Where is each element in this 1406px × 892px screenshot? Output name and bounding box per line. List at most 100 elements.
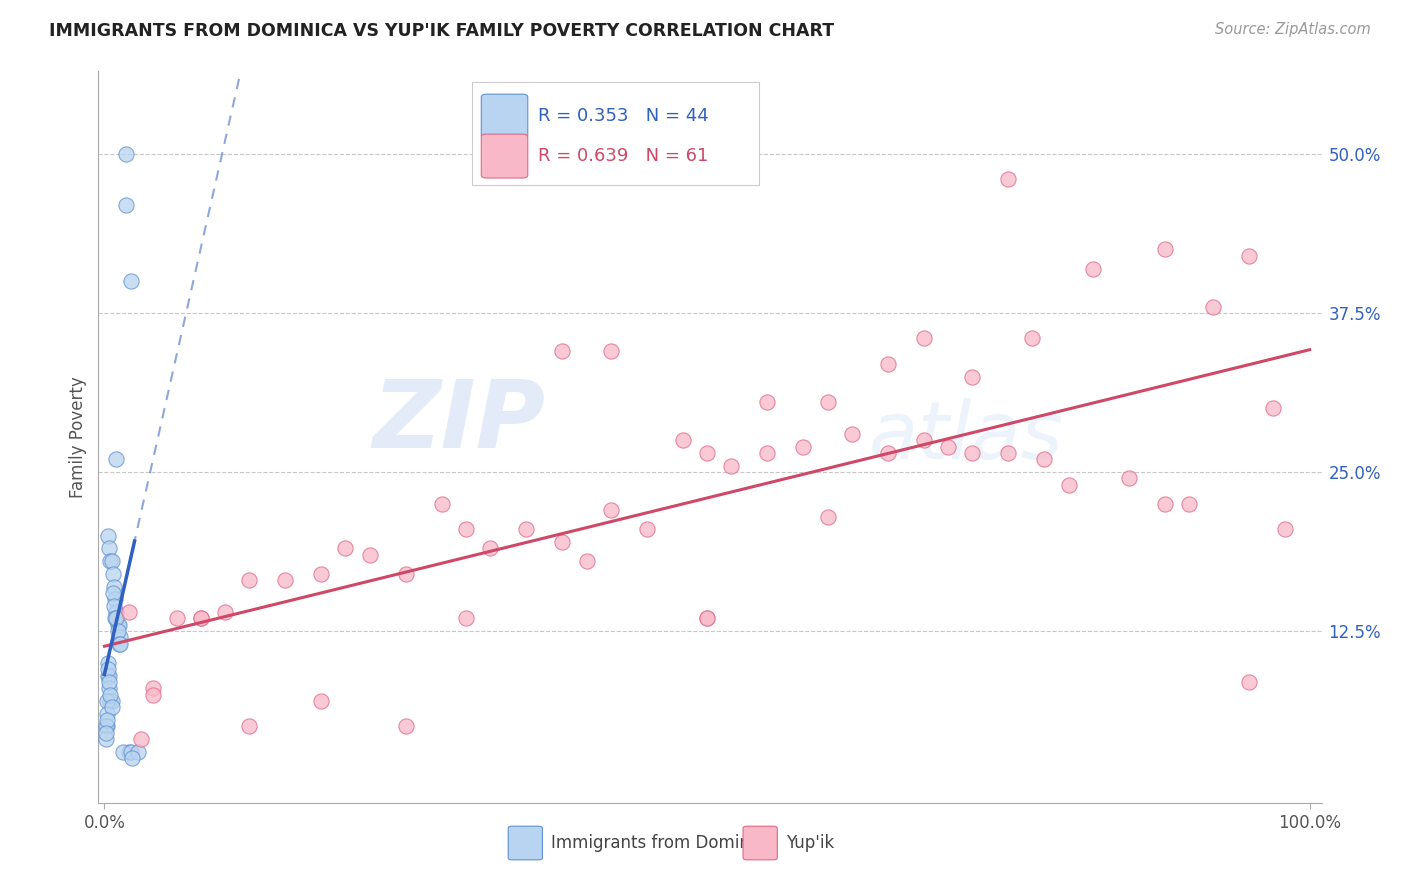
- Point: [311, 694, 333, 708]
- Point: [103, 599, 125, 613]
- Point: [108, 631, 131, 645]
- Point: [997, 446, 1019, 460]
- Text: Yup'ik: Yup'ik: [786, 834, 834, 852]
- Point: [96, 713, 118, 727]
- Point: [1118, 471, 1140, 485]
- Point: [111, 745, 134, 759]
- Point: [98, 541, 121, 556]
- Point: [117, 605, 139, 619]
- Point: [142, 688, 165, 702]
- Point: [105, 611, 128, 625]
- Text: ZIP: ZIP: [373, 376, 546, 468]
- Point: [912, 434, 935, 448]
- Point: [100, 694, 122, 708]
- Point: [100, 554, 122, 568]
- FancyBboxPatch shape: [508, 826, 543, 860]
- Point: [1154, 243, 1177, 257]
- Point: [311, 566, 333, 581]
- Text: Source: ZipAtlas.com: Source: ZipAtlas.com: [1215, 22, 1371, 37]
- Point: [1033, 452, 1056, 467]
- Point: [94, 726, 117, 740]
- Point: [127, 745, 149, 759]
- Point: [103, 580, 125, 594]
- Point: [599, 503, 621, 517]
- Point: [575, 554, 598, 568]
- Point: [97, 662, 120, 676]
- Point: [454, 522, 477, 536]
- Y-axis label: Family Poverty: Family Poverty: [69, 376, 87, 498]
- Point: [94, 732, 117, 747]
- Text: R = 0.639   N = 61: R = 0.639 N = 61: [537, 147, 709, 165]
- Point: [551, 535, 574, 549]
- Point: [190, 611, 212, 625]
- Point: [129, 732, 152, 747]
- Point: [817, 509, 839, 524]
- Point: [100, 694, 122, 708]
- Point: [720, 458, 742, 473]
- Point: [1239, 249, 1261, 263]
- Point: [1274, 522, 1296, 536]
- Point: [100, 688, 122, 702]
- Point: [430, 497, 453, 511]
- Point: [108, 637, 131, 651]
- Point: [105, 452, 128, 467]
- Point: [96, 719, 118, 733]
- Point: [756, 446, 779, 460]
- Point: [1057, 477, 1080, 491]
- Point: [115, 147, 138, 161]
- Point: [238, 573, 260, 587]
- Point: [101, 586, 124, 600]
- Point: [115, 198, 138, 212]
- Point: [359, 548, 381, 562]
- FancyBboxPatch shape: [481, 134, 527, 178]
- Point: [98, 675, 121, 690]
- Point: [120, 745, 142, 759]
- Point: [395, 566, 418, 581]
- Point: [97, 668, 120, 682]
- Point: [696, 611, 718, 625]
- Point: [876, 446, 898, 460]
- Point: [214, 605, 236, 619]
- Point: [997, 172, 1019, 186]
- Point: [551, 344, 574, 359]
- Point: [936, 440, 959, 454]
- Point: [238, 719, 260, 733]
- Point: [756, 395, 779, 409]
- Point: [1081, 261, 1104, 276]
- Point: [841, 426, 863, 441]
- Point: [142, 681, 165, 696]
- Point: [104, 592, 127, 607]
- Point: [515, 522, 537, 536]
- Text: R = 0.353   N = 44: R = 0.353 N = 44: [537, 107, 709, 125]
- Point: [121, 751, 143, 765]
- Point: [190, 611, 212, 625]
- Text: IMMIGRANTS FROM DOMINICA VS YUP'IK FAMILY POVERTY CORRELATION CHART: IMMIGRANTS FROM DOMINICA VS YUP'IK FAMIL…: [49, 22, 834, 40]
- Point: [960, 369, 983, 384]
- Point: [792, 440, 814, 454]
- Point: [94, 719, 117, 733]
- Point: [104, 611, 127, 625]
- Point: [395, 719, 418, 733]
- Point: [97, 529, 120, 543]
- Point: [166, 611, 188, 625]
- Point: [108, 617, 131, 632]
- Point: [1263, 401, 1285, 416]
- Point: [96, 694, 118, 708]
- Point: [105, 605, 128, 619]
- Point: [274, 573, 297, 587]
- Point: [117, 745, 139, 759]
- Point: [817, 395, 839, 409]
- Point: [599, 344, 621, 359]
- Point: [335, 541, 357, 556]
- Point: [912, 331, 935, 345]
- Point: [672, 434, 695, 448]
- FancyBboxPatch shape: [481, 95, 527, 138]
- Point: [876, 357, 898, 371]
- Point: [696, 611, 718, 625]
- Point: [1178, 497, 1201, 511]
- Point: [98, 681, 121, 696]
- Text: atlas: atlas: [869, 398, 1064, 476]
- FancyBboxPatch shape: [742, 826, 778, 860]
- FancyBboxPatch shape: [471, 82, 759, 185]
- Point: [108, 637, 131, 651]
